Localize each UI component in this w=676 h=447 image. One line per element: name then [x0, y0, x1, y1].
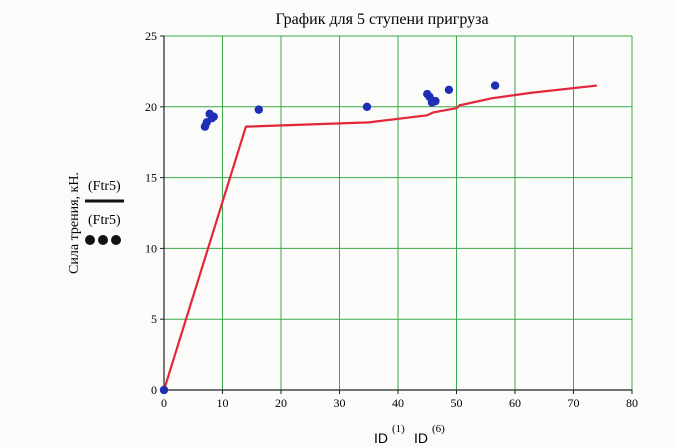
data-series [159, 81, 598, 395]
x-label-a: ID [374, 430, 388, 446]
x-tick-label: 10 [217, 396, 229, 410]
x-tick-label: 20 [275, 396, 287, 410]
y-tick-label: 10 [145, 241, 157, 255]
y-tick-label: 25 [145, 29, 157, 43]
y-axis-label: Сила трения, кН. [67, 172, 82, 274]
x-tick-label: 40 [392, 396, 404, 410]
data-point [209, 112, 218, 121]
data-point [431, 96, 440, 106]
x-tick-label: 0 [161, 396, 167, 410]
grid-lines [163, 35, 633, 391]
x-tick-label: 80 [626, 396, 638, 410]
y-tick-label: 15 [145, 171, 157, 185]
x-label-b: ID [414, 430, 428, 446]
data-point [490, 81, 500, 90]
x-label-a-sup: (1) [392, 423, 405, 435]
data-point [254, 105, 263, 114]
legend-dots-swatch [85, 235, 121, 245]
data-point [444, 85, 454, 95]
legend-label-line: (Ftr5) [88, 179, 121, 194]
legend-dot [111, 235, 121, 245]
x-tick-label: 70 [568, 396, 580, 410]
series-line-ftr5 [162, 84, 598, 391]
x-tick-label: 50 [451, 396, 463, 410]
chart-title: График для 5 ступени пригруза [275, 11, 488, 28]
legend-label-dots: (Ftr5) [88, 213, 121, 228]
x-tick-label: 60 [509, 396, 521, 410]
data-point [159, 385, 169, 395]
legend: (Ftr5) (Ftr5) [85, 179, 124, 245]
y-tick-label: 20 [145, 100, 157, 114]
legend-dot [85, 235, 95, 245]
legend-dot [98, 235, 108, 245]
y-tick-label: 5 [151, 312, 157, 326]
tick-labels: 0 10 20 30 40 50 60 70 80 0 5 10 15 20 25 [145, 29, 638, 410]
x-axis-label: ID (1) ID (6) [374, 423, 445, 446]
x-label-b-sup: (6) [432, 423, 445, 435]
y-tick-label: 0 [151, 383, 157, 397]
x-tick-label: 30 [334, 396, 346, 410]
data-point [362, 102, 372, 112]
